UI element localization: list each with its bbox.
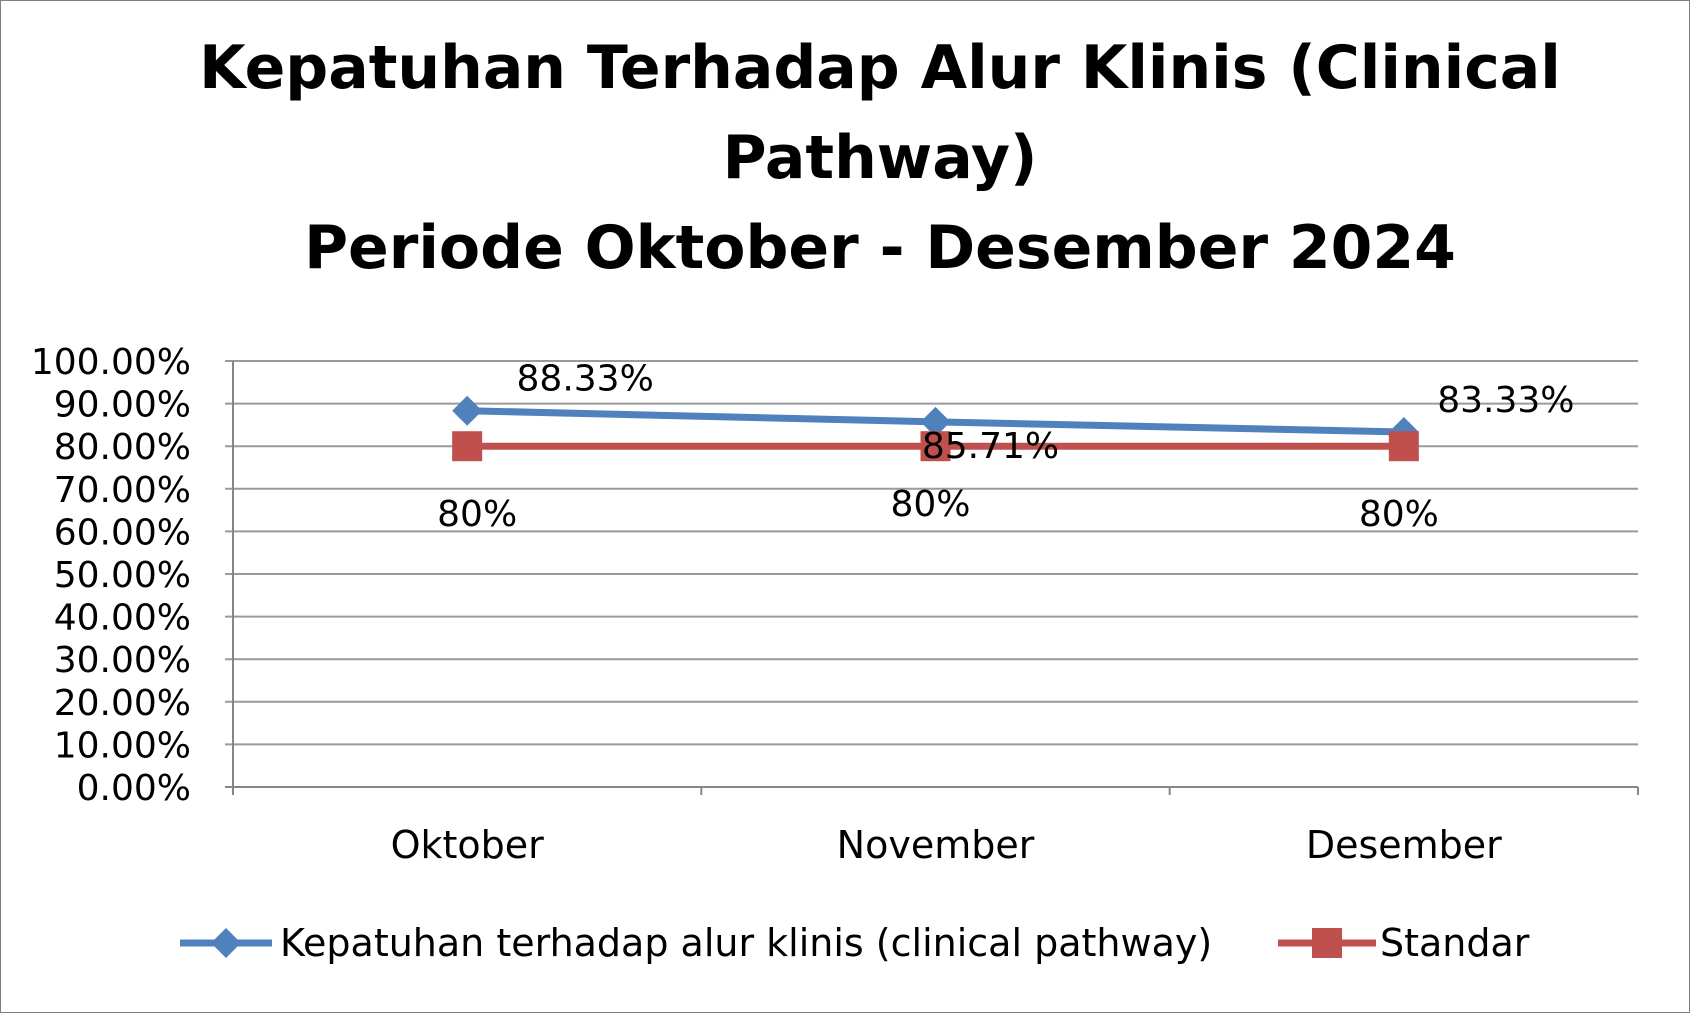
legend-label-2: Standar xyxy=(1380,921,1530,965)
x-tick-label: November xyxy=(837,823,1035,867)
y-tick-label: 50.00% xyxy=(54,555,191,596)
legend-marker-2 xyxy=(1312,928,1342,958)
y-tick-label: 0.00% xyxy=(77,768,191,809)
y-tick-label: 30.00% xyxy=(54,640,191,681)
y-tick-label: 20.00% xyxy=(54,683,191,724)
chart-title-line-2: Pathway) xyxy=(723,123,1038,193)
data-point-marker xyxy=(1388,431,1419,462)
y-tick-label: 90.00% xyxy=(54,385,191,426)
data-point-marker xyxy=(920,431,951,462)
data-label: 85.71% xyxy=(922,426,1059,467)
chart-title-line-3: Periode Oktober - Desember 2024 xyxy=(304,213,1456,283)
data-point-marker xyxy=(452,431,483,462)
data-label: 83.33% xyxy=(1437,380,1574,421)
data-label: 80% xyxy=(1359,494,1439,535)
y-tick-label: 100.00% xyxy=(31,342,191,383)
x-tick-label: Desember xyxy=(1306,823,1502,867)
x-axis-ticks: Oktober November Desember xyxy=(391,823,1503,867)
x-tick-label: Oktober xyxy=(391,823,545,867)
data-point-marker xyxy=(920,406,951,437)
data-label: 80% xyxy=(437,494,517,535)
series-layer xyxy=(452,395,1419,462)
y-tick-label: 80.00% xyxy=(54,427,191,468)
data-point-marker xyxy=(452,395,483,426)
legend-marker-1 xyxy=(211,928,241,958)
data-labels: 88.33% 85.71% 83.33% 80% 80% 80% xyxy=(437,359,1574,535)
y-axis-ticks: 0.00%10.00%20.00%30.00%40.00%50.00%60.00… xyxy=(31,342,191,809)
y-tick-label: 40.00% xyxy=(54,598,191,639)
legend-label-1: Kepatuhan terhadap alur klinis (clinical… xyxy=(280,921,1212,965)
y-tick-label: 60.00% xyxy=(54,512,191,553)
y-tick-label: 70.00% xyxy=(54,470,191,511)
y-tick-label: 10.00% xyxy=(54,725,191,766)
chart-title-line-1: Kepatuhan Terhadap Alur Klinis (Clinical xyxy=(199,33,1561,103)
data-label: 80% xyxy=(890,484,970,525)
data-label: 88.33% xyxy=(517,359,654,400)
legend: Kepatuhan terhadap alur klinis (clinical… xyxy=(180,921,1530,965)
